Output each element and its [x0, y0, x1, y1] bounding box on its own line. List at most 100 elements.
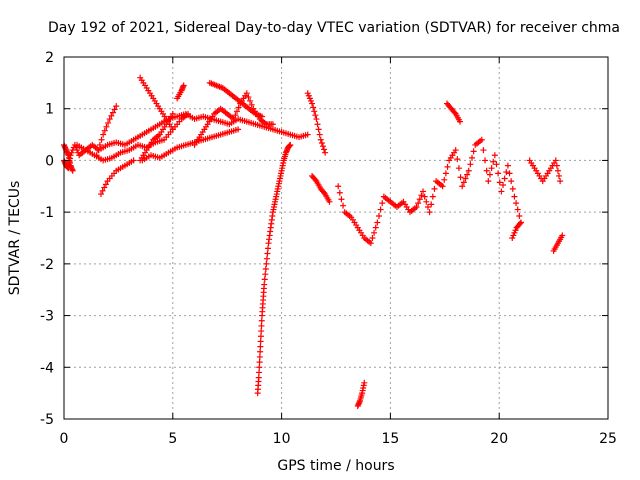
- data-point: [309, 100, 316, 107]
- data-point: [256, 359, 263, 366]
- data-point: [259, 113, 266, 120]
- data-point: [483, 167, 490, 174]
- data-point: [103, 123, 110, 130]
- data-point: [416, 196, 423, 203]
- data-point: [101, 127, 108, 134]
- data-point: [504, 162, 511, 169]
- data-point: [130, 157, 137, 164]
- data-point: [424, 203, 431, 210]
- data-point: [557, 178, 564, 185]
- data-point: [101, 184, 108, 191]
- chart-title: Day 192 of 2021, Sidereal Day-to-day VTE…: [48, 20, 620, 36]
- data-point: [495, 170, 502, 177]
- data-point: [256, 364, 263, 371]
- data-point: [304, 131, 311, 138]
- series-sat-g: [137, 110, 176, 164]
- data-point: [313, 116, 320, 123]
- data-point: [375, 213, 382, 220]
- data-point: [500, 181, 507, 188]
- x-tick-label: 15: [381, 431, 399, 447]
- data-point: [374, 219, 381, 226]
- data-point: [322, 149, 329, 156]
- data-point: [169, 126, 176, 133]
- data-point: [420, 188, 427, 195]
- data-point: [485, 178, 492, 185]
- data-point: [233, 108, 240, 115]
- series-sat-e: [74, 110, 192, 164]
- data-point: [460, 179, 467, 186]
- series-sat-d: [97, 157, 137, 198]
- data-point: [486, 171, 493, 178]
- data-point: [493, 161, 500, 168]
- data-point: [111, 106, 118, 113]
- y-tick-label: -1: [40, 205, 54, 221]
- data-point: [235, 104, 242, 111]
- data-point: [69, 167, 76, 174]
- series-sat-l: [254, 141, 294, 397]
- data-point: [506, 170, 513, 177]
- series-sat-c: [93, 103, 120, 159]
- data-point: [102, 181, 109, 188]
- series-sat-f: [137, 74, 176, 133]
- data-point: [97, 191, 104, 198]
- data-point: [418, 192, 425, 199]
- data-point: [444, 163, 451, 170]
- data-point: [310, 104, 317, 111]
- data-point: [262, 271, 269, 278]
- data-point: [423, 198, 430, 205]
- series-sat-p: [354, 379, 368, 410]
- y-tick-label: -3: [40, 309, 54, 325]
- data-point: [508, 178, 515, 185]
- data-point: [108, 112, 115, 119]
- data-point: [454, 156, 461, 163]
- data-point: [98, 136, 105, 143]
- data-point: [261, 281, 268, 288]
- data-point: [559, 232, 566, 239]
- data-point: [516, 213, 523, 220]
- series-sat-k: [206, 79, 266, 120]
- data-point: [509, 185, 516, 192]
- y-tick-label: 2: [45, 50, 54, 66]
- data-point: [95, 147, 102, 154]
- data-point: [361, 379, 368, 386]
- data-point: [462, 175, 469, 182]
- data-point: [99, 187, 106, 194]
- data-point: [315, 126, 322, 133]
- data-point: [265, 245, 271, 252]
- data-point: [372, 224, 379, 231]
- data-point: [257, 348, 264, 355]
- data-point: [442, 170, 449, 177]
- data-point: [465, 167, 472, 174]
- series-sat-s: [526, 157, 564, 185]
- data-point: [113, 103, 120, 110]
- data-point: [100, 131, 107, 138]
- data-point: [451, 109, 458, 116]
- data-point: [316, 131, 323, 138]
- data-point: [311, 108, 318, 115]
- grid-lines: [64, 57, 608, 419]
- data-point: [459, 183, 466, 190]
- series-sat-t: [550, 232, 566, 254]
- data-point: [258, 322, 265, 329]
- series-sat-a: [61, 110, 311, 172]
- data-point: [488, 165, 495, 172]
- series-sat-q: [443, 100, 464, 125]
- data-point: [264, 250, 271, 257]
- series-sat-j: [191, 90, 276, 148]
- data-point: [262, 266, 269, 273]
- data-point: [482, 157, 489, 164]
- data-point: [498, 188, 505, 195]
- data-point: [235, 126, 242, 133]
- data-point: [371, 229, 378, 236]
- data-point: [457, 118, 464, 125]
- data-point: [496, 179, 503, 186]
- data-point: [377, 206, 384, 213]
- data-point: [336, 189, 343, 196]
- data-point: [516, 220, 523, 227]
- data-point: [243, 90, 250, 97]
- data-point: [258, 328, 265, 335]
- x-tick-label: 5: [168, 431, 177, 447]
- data-point: [452, 147, 459, 154]
- data-point: [514, 206, 521, 213]
